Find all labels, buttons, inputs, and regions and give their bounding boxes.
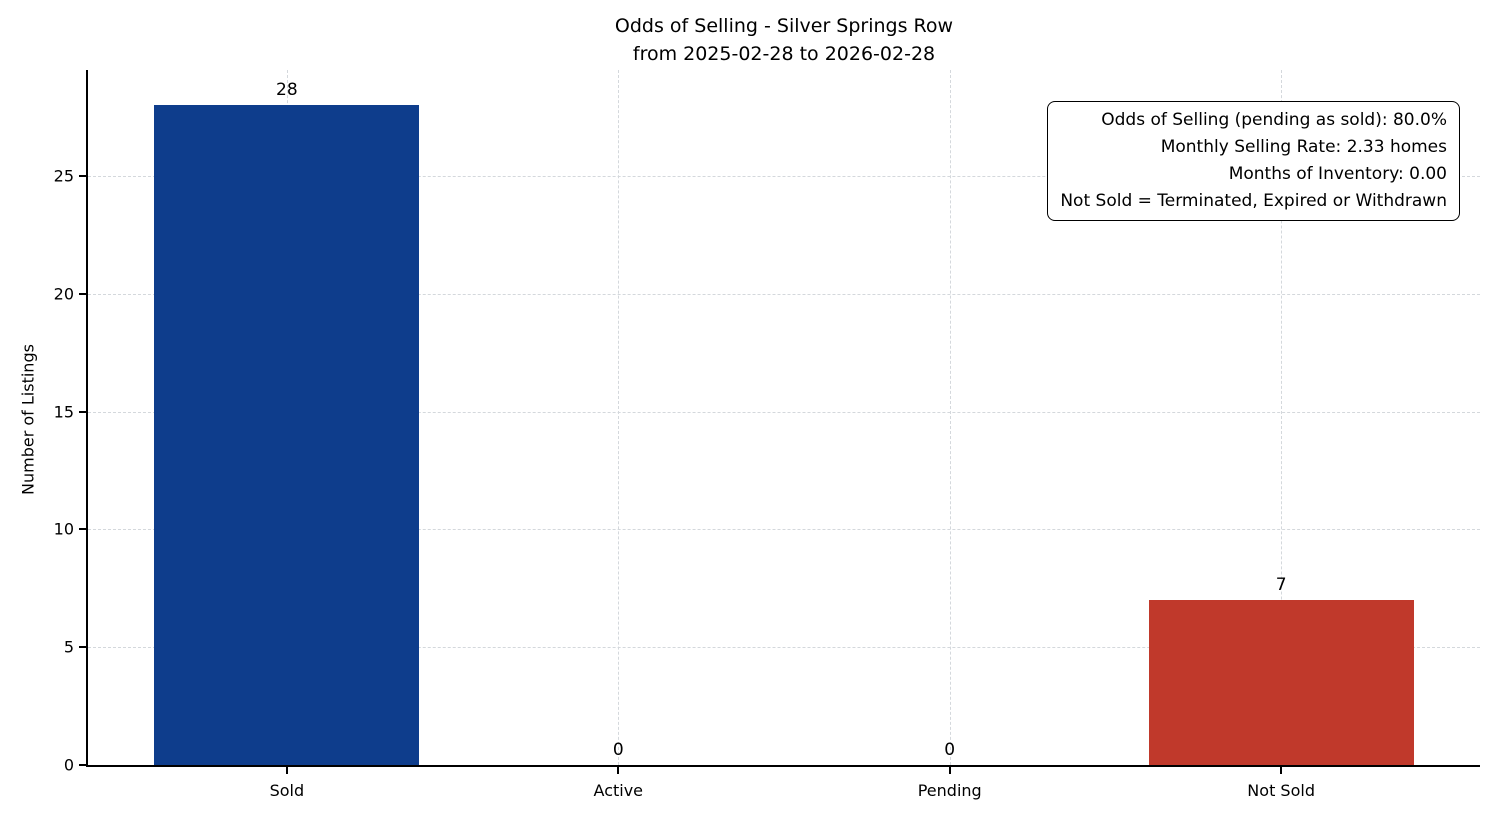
annotation-line-notsold-def: Not Sold = Terminated, Expired or Withdr… <box>1060 191 1447 211</box>
vertical-gridline <box>949 70 951 765</box>
chart-title-block: Odds of Selling - Silver Springs Row fro… <box>88 12 1480 68</box>
x-tick-label: Pending <box>917 781 982 800</box>
y-tick-mark <box>79 410 86 413</box>
y-tick-label: 10 <box>53 519 74 539</box>
horizontal-gridline <box>88 529 1480 531</box>
x-tick-label: Active <box>593 781 644 800</box>
chart-subtitle: from 2025-02-28 to 2026-02-28 <box>632 43 936 65</box>
y-axis-spine <box>86 70 88 767</box>
stats-annotation-box: Odds of Selling (pending as sold): 80.0%… <box>1047 101 1460 221</box>
y-tick-label: 5 <box>63 637 74 657</box>
x-tick-mark <box>617 767 620 774</box>
y-tick-label: 15 <box>53 402 74 422</box>
annotation-line-monthly-rate: Monthly Selling Rate: 2.33 homes <box>1160 137 1447 157</box>
horizontal-gridline <box>88 411 1480 413</box>
annotation-line-inventory: Months of Inventory: 0.00 <box>1228 164 1447 184</box>
x-tick-mark <box>948 767 951 774</box>
bar-not-sold <box>1148 600 1414 765</box>
bar-value-label: 0 <box>944 740 956 760</box>
x-tick-label: Sold <box>269 781 305 800</box>
horizontal-gridline <box>88 176 1480 178</box>
bar-value-label: 7 <box>1275 575 1287 596</box>
x-axis-spine <box>86 765 1480 767</box>
plot-area: 28 0 0 7 <box>88 70 1480 766</box>
bar-value-label: 0 <box>612 740 624 760</box>
vertical-gridline <box>618 70 620 765</box>
bar-sold <box>154 105 420 765</box>
y-tick-mark <box>79 292 86 295</box>
chart-title: Odds of Selling - Silver Springs Row <box>614 15 954 37</box>
y-tick-mark <box>79 764 86 766</box>
y-tick-mark <box>79 528 86 531</box>
x-tick-label: Not Sold <box>1247 781 1315 800</box>
vertical-gridline <box>1281 70 1283 765</box>
y-tick-label: 0 <box>63 755 74 775</box>
y-tick-mark <box>79 646 86 649</box>
x-tick-mark <box>285 767 288 774</box>
x-tick-mark <box>1280 767 1283 774</box>
horizontal-gridline <box>88 647 1480 649</box>
bar-value-label: 28 <box>276 80 298 101</box>
y-tick-mark <box>79 175 86 178</box>
y-tick-label: 25 <box>53 166 74 186</box>
y-tick-label: 20 <box>53 284 74 304</box>
annotation-line-odds: Odds of Selling (pending as sold): 80.0% <box>1101 110 1447 130</box>
horizontal-gridline <box>88 293 1480 295</box>
